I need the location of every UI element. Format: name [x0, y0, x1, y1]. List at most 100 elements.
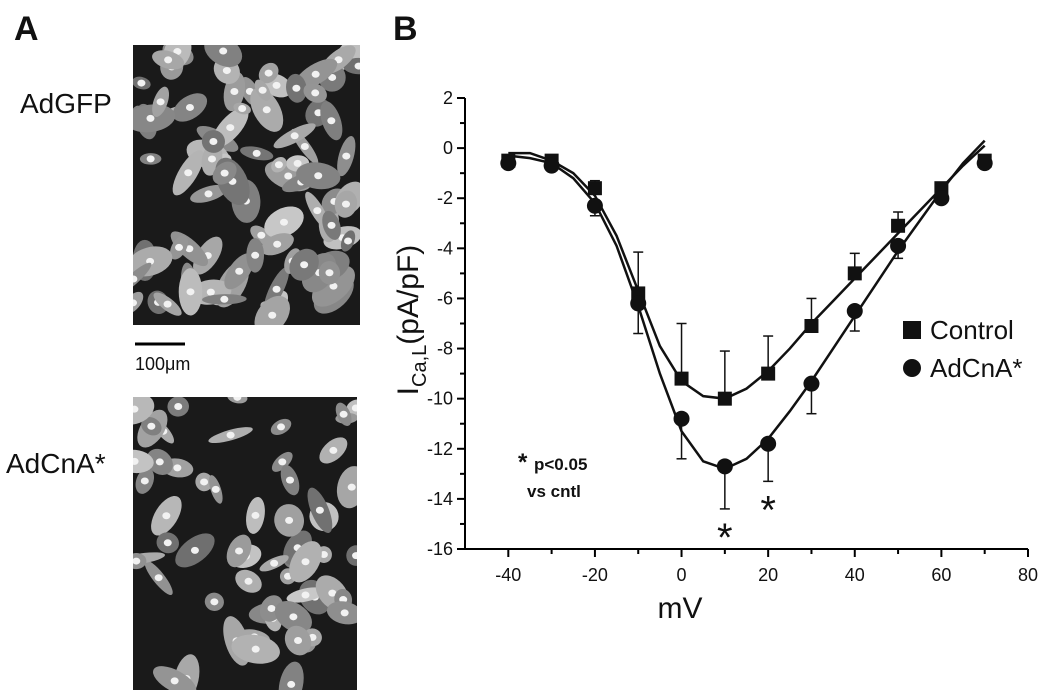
x-tick-label: 20 [758, 565, 778, 585]
nucleus [341, 200, 350, 208]
nucleus [220, 169, 229, 177]
nucleus [251, 511, 260, 519]
panel-label: A [14, 10, 39, 48]
data-point [891, 218, 906, 233]
y-tick-label: -16 [427, 539, 453, 559]
significance-marker: * [760, 488, 776, 532]
nucleus [300, 261, 309, 269]
data-point [630, 295, 647, 312]
legend-label: Control [930, 315, 1014, 345]
nucleus [235, 267, 244, 275]
scale-bar-label: 100μm [135, 354, 190, 374]
data-point [586, 197, 603, 214]
data-point [803, 375, 820, 392]
nucleus [273, 240, 282, 248]
nucleus [286, 476, 295, 484]
legend-marker [903, 321, 921, 339]
nucleus [146, 114, 155, 122]
nucleus [185, 245, 194, 253]
nucleus [274, 161, 283, 169]
nucleus [327, 117, 336, 125]
micrograph [133, 45, 360, 325]
nucleus [206, 288, 215, 296]
y-label-sub: Ca,L [409, 345, 431, 387]
image-label: AdCnA* [6, 448, 106, 479]
nucleus [133, 299, 138, 307]
nucleus [314, 172, 323, 180]
nucleus [267, 604, 276, 612]
data-point [760, 435, 777, 452]
nucleus [133, 457, 139, 465]
significance-marker: * [717, 516, 733, 560]
nucleus [154, 574, 163, 582]
nucleus [315, 506, 324, 514]
x-tick-label: 80 [1018, 565, 1038, 585]
fit-line [508, 139, 986, 471]
y-tick-label: -6 [437, 288, 453, 308]
data-point [587, 181, 602, 196]
nucleus [170, 677, 179, 685]
x-tick-label: 60 [931, 565, 951, 585]
data-point [846, 302, 863, 319]
nucleus [164, 56, 173, 64]
nucleus [325, 269, 334, 277]
y-tick-label: -8 [437, 339, 453, 359]
nucleus [175, 243, 184, 251]
nucleus [339, 410, 348, 418]
nucleus [289, 613, 298, 621]
y-label-part: I [392, 387, 425, 395]
nucleus [230, 88, 239, 96]
panel-label: B [393, 10, 418, 48]
nucleus [235, 547, 244, 555]
x-tick-label: -20 [582, 565, 608, 585]
nucleus [133, 557, 141, 565]
nucleus [137, 79, 146, 87]
nucleus [344, 237, 353, 245]
nucleus [290, 132, 299, 140]
image-label: AdGFP [20, 88, 112, 119]
nucleus [146, 155, 155, 163]
nucleus [209, 137, 218, 145]
nucleus [262, 106, 271, 114]
y-tick-label: -2 [437, 188, 453, 208]
nucleus [220, 295, 229, 303]
nucleus [219, 47, 228, 55]
nucleus [351, 404, 357, 412]
nucleus [155, 458, 164, 466]
nucleus [211, 485, 220, 493]
y-tick-label: -10 [427, 389, 453, 409]
data-point [761, 366, 776, 381]
nucleus [285, 516, 294, 524]
nucleus [277, 423, 286, 431]
nucleus [208, 155, 217, 163]
x-tick-label: 0 [677, 565, 687, 585]
fit-line [508, 144, 986, 400]
data-point [847, 266, 862, 281]
nucleus [133, 405, 139, 413]
nucleus [300, 142, 309, 150]
data-point [804, 319, 819, 334]
nucleus [258, 86, 267, 94]
legend-label: AdCnA* [930, 353, 1023, 383]
nucleus [272, 285, 281, 293]
nucleus [311, 89, 320, 97]
data-point [890, 237, 907, 254]
nucleus [185, 103, 194, 111]
y-tick-label: 2 [443, 88, 453, 108]
micrograph [133, 397, 357, 690]
nucleus [284, 172, 293, 180]
nucleus [174, 403, 183, 411]
x-tick-label: 40 [845, 565, 865, 585]
y-tick-label: -14 [427, 489, 453, 509]
annotation: p<0.05 [534, 455, 587, 474]
nucleus [173, 48, 182, 56]
data-point [673, 410, 690, 427]
nucleus [190, 546, 199, 554]
nucleus [210, 598, 219, 606]
nucleus [204, 190, 213, 198]
nucleus [347, 483, 356, 491]
nucleus [226, 431, 235, 439]
data-point [976, 155, 993, 172]
